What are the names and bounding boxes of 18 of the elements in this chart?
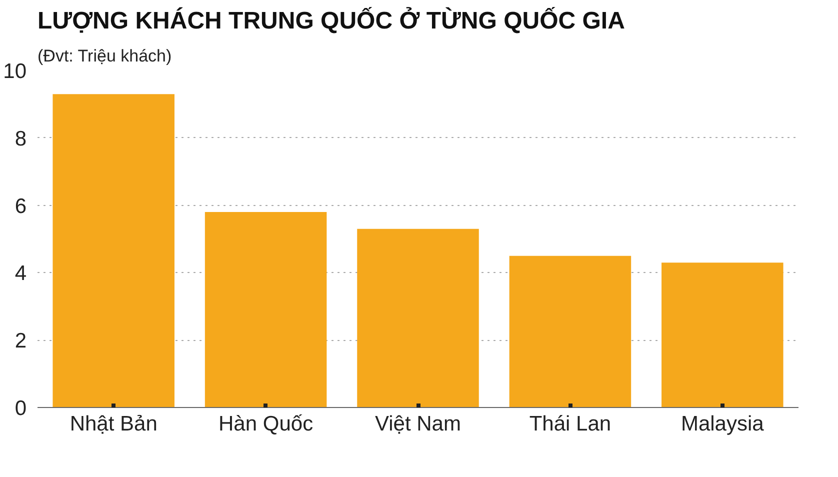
bar (52, 94, 174, 408)
bar (357, 228, 479, 408)
bar (204, 212, 327, 408)
x-tick-label: Hàn Quốc (218, 412, 314, 436)
x-tick-label: Thái Lan (529, 412, 612, 436)
bar (662, 262, 784, 408)
y-tick-label: 6 (14, 194, 27, 218)
y-tick-label: 8 (14, 127, 27, 150)
x-tick-label: Malaysia (680, 412, 764, 436)
y-tick-label: 10 (3, 60, 26, 83)
y-tick-label: 4 (14, 262, 27, 286)
chart-title: LƯỢNG KHÁCH TRUNG QUỐC Ở TỪNG QUỐC GIA (38, 6, 625, 34)
bar (509, 256, 632, 408)
chart-subtitle: (Đvt: Triệu khách) (38, 46, 172, 66)
x-tick-label: Việt Nam (375, 412, 461, 436)
x-tick-label: Nhật Bản (70, 412, 158, 436)
y-tick-label: 0 (14, 397, 27, 420)
y-tick-label: 2 (14, 330, 27, 353)
